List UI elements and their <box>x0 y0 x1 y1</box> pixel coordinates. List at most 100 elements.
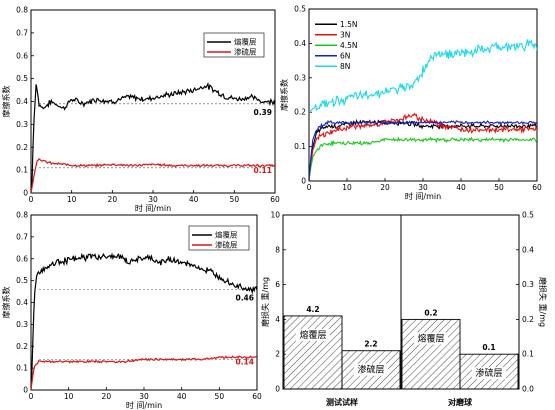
x-tick-label: 20 <box>108 195 118 204</box>
y-tick-label: 0.1 <box>16 364 28 373</box>
value-annotation: 0.39 <box>253 108 272 117</box>
x-tick-label: 10 <box>342 183 352 192</box>
y-tick-label: 0 <box>23 386 28 395</box>
y-tick-label: 0.3 <box>16 120 28 129</box>
bar-category-bg <box>414 332 448 345</box>
y-tick-label-left: 2 <box>275 350 280 359</box>
y-tick-label: 0.2 <box>16 342 28 351</box>
x-tick-label: 50 <box>494 183 504 192</box>
series-line <box>31 355 257 390</box>
x-tick-label: 40 <box>189 195 199 204</box>
series-line <box>31 81 275 193</box>
y-tick-label: 0.1 <box>16 166 28 175</box>
x-tick-label: 20 <box>380 183 390 192</box>
legend-label: 熔覆层 <box>215 230 238 240</box>
chart-panel-bottom-right: 0 2 4 6 8 10 0.0 0.1 0.2 0.3 0.4 0.5 磨损失 重/mg 磨损失 重/m… <box>260 211 548 408</box>
x-tick-label: 0 <box>29 392 34 401</box>
y-axis-label-left: 磨损失 重/mg <box>260 277 270 327</box>
bar-category-bg <box>354 363 388 376</box>
y-axis-label-right: 磨损失 重/mg <box>538 277 548 327</box>
x-tick-label: 50 <box>230 195 240 204</box>
x-tick-label: 60 <box>270 195 280 204</box>
x-tick-label: 60 <box>252 392 262 401</box>
bar-category-label: 熔覆层 <box>299 329 326 341</box>
x-tick-label: 10 <box>64 392 74 401</box>
y-tick-label: 0.4 <box>294 39 306 48</box>
y-tick-label: 0 <box>301 177 306 186</box>
y-tick-label: 0.7 <box>16 28 28 37</box>
x-axis-label: 时 间/min <box>405 191 441 201</box>
chart-panel-top-left: 0 10 20 30 40 50 60 0 0.1 0.2 0.3 0.4 0.5 0.6 0.7 0.8 时 … <box>1 6 280 214</box>
x-tick-label: 20 <box>102 392 112 401</box>
bar-category-label: 渗硫层 <box>475 367 502 379</box>
value-annotation: 0.14 <box>235 357 254 366</box>
y-tick-label: 0.3 <box>16 320 28 329</box>
y-tick-label: 0.7 <box>16 232 28 241</box>
bar <box>341 350 401 390</box>
y-tick-label: 0.1 <box>294 142 306 151</box>
y-tick-label: 0 <box>23 189 28 198</box>
series-line <box>309 39 537 113</box>
legend-label: 8N <box>340 62 350 71</box>
y-tick-label-right: 0.1 <box>522 350 534 359</box>
y-tick-label: 0.6 <box>16 51 28 60</box>
x-tick-label: 30 <box>139 392 149 401</box>
y-tick-label-left: 8 <box>275 245 280 254</box>
x-tick-label: 40 <box>177 392 187 401</box>
y-tick-label: 0.6 <box>16 254 28 263</box>
group-label: 对磨球 <box>448 397 473 407</box>
y-tick-label: 0.8 <box>16 6 28 15</box>
legend-label: 6N <box>340 51 350 60</box>
bar-value-label: 0.1 <box>482 343 495 352</box>
bar-value-label: 2.2 <box>364 340 377 349</box>
series-line <box>309 112 537 181</box>
x-tick-label: 60 <box>532 183 542 192</box>
y-axis-label: 摩擦系数 <box>1 287 11 319</box>
x-tick-label: 50 <box>215 392 225 401</box>
x-tick-label: 40 <box>456 183 466 192</box>
bar-category-label: 熔覆层 <box>417 332 444 344</box>
series-line <box>31 157 275 193</box>
y-tick-label-right: 0.5 <box>522 211 534 220</box>
x-tick-label: 0 <box>29 195 34 204</box>
value-annotation: 0.11 <box>253 166 272 175</box>
y-tick-label: 0.2 <box>16 143 28 152</box>
bar <box>401 318 461 390</box>
y-tick-label-right: 0.0 <box>522 385 534 394</box>
x-tick-label: 10 <box>67 195 77 204</box>
legend-label: 1.5N <box>340 20 358 29</box>
y-tick-label: 0.2 <box>294 108 306 117</box>
y-tick-label: 0.3 <box>294 73 306 82</box>
legend-box <box>203 32 265 58</box>
legend-label: 渗硫层 <box>215 240 238 250</box>
y-tick-label-right: 0.3 <box>522 280 534 289</box>
series-line <box>31 252 257 390</box>
y-axis-label: 摩擦系数 <box>279 79 289 111</box>
y-tick-label-right: 0.2 <box>522 315 534 324</box>
x-tick-label: 30 <box>148 195 158 204</box>
series-line <box>309 136 537 181</box>
legend-label: 渗硫层 <box>234 47 257 57</box>
bar <box>283 315 343 390</box>
y-tick-label: 0.5 <box>16 276 28 285</box>
chart-panel-top-right: 0 10 20 30 40 50 60 0 0.1 0.2 0.3 0.4 0.5 时 间/min 摩擦系数… <box>279 5 542 202</box>
chart-panel-bottom-left: 0 10 20 30 40 50 60 0 0.1 0.2 0.3 0.4 0.5 0.6 0.7 0.8 时 … <box>1 211 262 410</box>
value-annotation: 0.46 <box>235 293 254 302</box>
series-line <box>309 119 537 181</box>
y-tick-label: 0.5 <box>294 5 306 14</box>
legend-label: 3N <box>340 30 350 39</box>
x-axis-label: 时 间/min <box>135 203 171 213</box>
y-tick-label-left: 4 <box>275 315 280 324</box>
y-tick-label: 0.4 <box>16 97 28 106</box>
y-tick-label-left: 10 <box>270 211 280 220</box>
group-label: 测试试样 <box>326 397 358 407</box>
bar-value-label: 0.2 <box>424 308 437 317</box>
y-tick-label-right: 0.4 <box>522 245 534 254</box>
bar-category-label: 渗硫层 <box>357 364 384 376</box>
legend-box <box>188 225 250 251</box>
y-tick-label-left: 0 <box>275 385 280 394</box>
